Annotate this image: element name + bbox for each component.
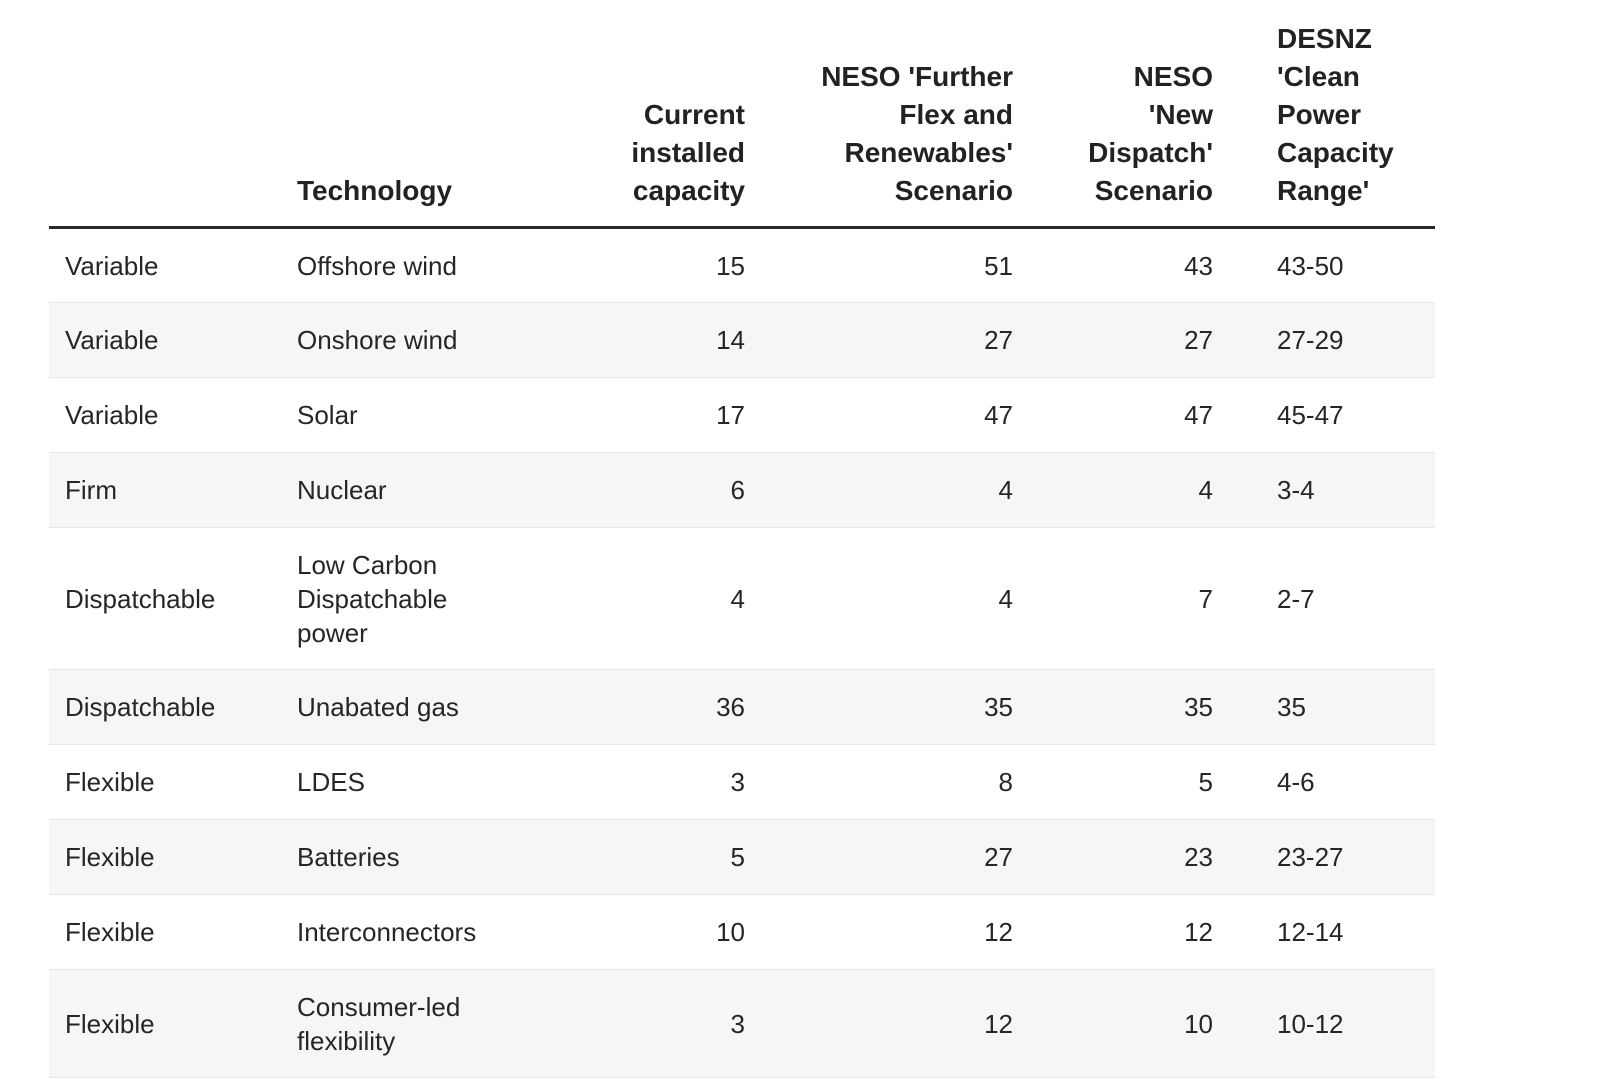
cell-technology: Batteries bbox=[281, 819, 505, 895]
cell-current-capacity: 6 bbox=[505, 452, 745, 528]
header-neso-new-dispatch: NESO 'New Dispatch' Scenario bbox=[1013, 20, 1213, 229]
cell-category: Dispatchable bbox=[49, 669, 281, 745]
cell-desnz-range: 3-4 bbox=[1213, 452, 1435, 528]
cell-further-flex: 47 bbox=[745, 377, 1013, 453]
cell-desnz-range: 10-12 bbox=[1213, 969, 1435, 1078]
header-line: Current bbox=[643, 99, 745, 130]
cell-category: Firm bbox=[49, 452, 281, 528]
cell-new-dispatch: 7 bbox=[1013, 527, 1213, 670]
table-header: Technology Current installed capacity NESO '… bbox=[49, 20, 1435, 229]
cell-current-capacity: 4 bbox=[505, 527, 745, 670]
header-current-installed-capacity: Current installed capacity bbox=[505, 20, 745, 229]
cell-further-flex: 12 bbox=[745, 969, 1013, 1078]
capacity-table-container: Technology Current installed capacity NESO '… bbox=[49, 20, 1435, 1078]
header-line: Technology bbox=[297, 175, 453, 206]
header-line: NESO 'Further bbox=[821, 61, 1013, 92]
cell-current-capacity: 5 bbox=[505, 819, 745, 895]
header-line: capacity bbox=[632, 175, 745, 206]
capacity-table: Technology Current installed capacity NESO '… bbox=[49, 20, 1435, 1078]
cell-technology: Low Carbon Dispatchable power bbox=[281, 527, 505, 670]
cell-further-flex: 4 bbox=[745, 452, 1013, 528]
table-body: Variable Offshore wind 15 51 43 43-50 Variable… bbox=[49, 227, 1435, 1078]
cell-new-dispatch: 5 bbox=[1013, 744, 1213, 820]
cell-technology: Interconnectors bbox=[281, 894, 505, 970]
header-line: installed bbox=[631, 137, 745, 168]
cell-new-dispatch: 27 bbox=[1013, 302, 1213, 378]
cell-further-flex: 51 bbox=[745, 227, 1013, 303]
table-row: Variable Solar 17 47 47 45-47 bbox=[49, 377, 1435, 453]
cell-category: Variable bbox=[49, 302, 281, 378]
cell-further-flex: 35 bbox=[745, 669, 1013, 745]
header-category bbox=[49, 20, 281, 229]
header-line: Scenario bbox=[894, 175, 1013, 206]
header-line: Range' bbox=[1277, 175, 1370, 206]
cell-current-capacity: 14 bbox=[505, 302, 745, 378]
cell-desnz-range: 43-50 bbox=[1213, 227, 1435, 303]
cell-category: Variable bbox=[49, 227, 281, 303]
cell-technology: Solar bbox=[281, 377, 505, 453]
table-row: Flexible Consumer-led flexibility 3 12 10 10-1… bbox=[49, 969, 1435, 1078]
table-row: Dispatchable Unabated gas 36 35 35 35 bbox=[49, 669, 1435, 745]
cell-category: Flexible bbox=[49, 744, 281, 820]
table-row: Variable Offshore wind 15 51 43 43-50 bbox=[49, 227, 1435, 303]
cell-desnz-range: 2-7 bbox=[1213, 527, 1435, 670]
cell-current-capacity: 3 bbox=[505, 969, 745, 1078]
cell-desnz-range: 35 bbox=[1213, 669, 1435, 745]
header-line: Flex and bbox=[899, 99, 1013, 130]
cell-technology: LDES bbox=[281, 744, 505, 820]
table-row: Flexible LDES 3 8 5 4-6 bbox=[49, 744, 1435, 820]
header-line: NESO bbox=[1133, 61, 1213, 92]
cell-further-flex: 27 bbox=[745, 819, 1013, 895]
cell-desnz-range: 27-29 bbox=[1213, 302, 1435, 378]
header-technology: Technology bbox=[281, 20, 505, 229]
cell-further-flex: 12 bbox=[745, 894, 1013, 970]
cell-current-capacity: 15 bbox=[505, 227, 745, 303]
cell-new-dispatch: 43 bbox=[1013, 227, 1213, 303]
table-row: Variable Onshore wind 14 27 27 27-29 bbox=[49, 302, 1435, 378]
cell-current-capacity: 10 bbox=[505, 894, 745, 970]
header-neso-further-flex: NESO 'Further Flex and Renewables' Scenario bbox=[745, 20, 1013, 229]
cell-current-capacity: 17 bbox=[505, 377, 745, 453]
cell-current-capacity: 36 bbox=[505, 669, 745, 745]
header-desnz-clean-power-range: DESNZ 'Clean Power Capacity Range' bbox=[1213, 20, 1435, 229]
header-line: DESNZ 'Clean bbox=[1277, 23, 1372, 92]
cell-further-flex: 8 bbox=[745, 744, 1013, 820]
cell-technology: Onshore wind bbox=[281, 302, 505, 378]
cell-new-dispatch: 12 bbox=[1013, 894, 1213, 970]
cell-further-flex: 4 bbox=[745, 527, 1013, 670]
cell-category: Variable bbox=[49, 377, 281, 453]
cell-technology: Offshore wind bbox=[281, 227, 505, 303]
header-line: Capacity bbox=[1277, 137, 1394, 168]
header-line: Scenario bbox=[1094, 175, 1213, 206]
cell-category: Flexible bbox=[49, 819, 281, 895]
cell-further-flex: 27 bbox=[745, 302, 1013, 378]
header-line: Dispatch' bbox=[1088, 137, 1213, 168]
table-row: Flexible Batteries 5 27 23 23-27 bbox=[49, 819, 1435, 895]
cell-new-dispatch: 35 bbox=[1013, 669, 1213, 745]
cell-new-dispatch: 10 bbox=[1013, 969, 1213, 1078]
header-line: Power bbox=[1277, 99, 1362, 130]
cell-desnz-range: 12-14 bbox=[1213, 894, 1435, 970]
cell-desnz-range: 45-47 bbox=[1213, 377, 1435, 453]
cell-category: Flexible bbox=[49, 894, 281, 970]
cell-new-dispatch: 4 bbox=[1013, 452, 1213, 528]
cell-desnz-range: 4-6 bbox=[1213, 744, 1435, 820]
cell-category: Flexible bbox=[49, 969, 281, 1078]
cell-category: Dispatchable bbox=[49, 527, 281, 670]
cell-new-dispatch: 47 bbox=[1013, 377, 1213, 453]
header-row: Technology Current installed capacity NESO '… bbox=[49, 20, 1435, 229]
cell-new-dispatch: 23 bbox=[1013, 819, 1213, 895]
cell-current-capacity: 3 bbox=[505, 744, 745, 820]
header-line: Renewables' bbox=[844, 137, 1013, 168]
table-row: Dispatchable Low Carbon Dispatchable power 4… bbox=[49, 527, 1435, 670]
cell-technology: Consumer-led flexibility bbox=[281, 969, 505, 1078]
cell-desnz-range: 23-27 bbox=[1213, 819, 1435, 895]
table-row: Flexible Interconnectors 10 12 12 12-14 bbox=[49, 894, 1435, 970]
header-line: 'New bbox=[1148, 99, 1213, 130]
cell-technology: Nuclear bbox=[281, 452, 505, 528]
cell-technology: Unabated gas bbox=[281, 669, 505, 745]
table-row: Firm Nuclear 6 4 4 3-4 bbox=[49, 452, 1435, 528]
